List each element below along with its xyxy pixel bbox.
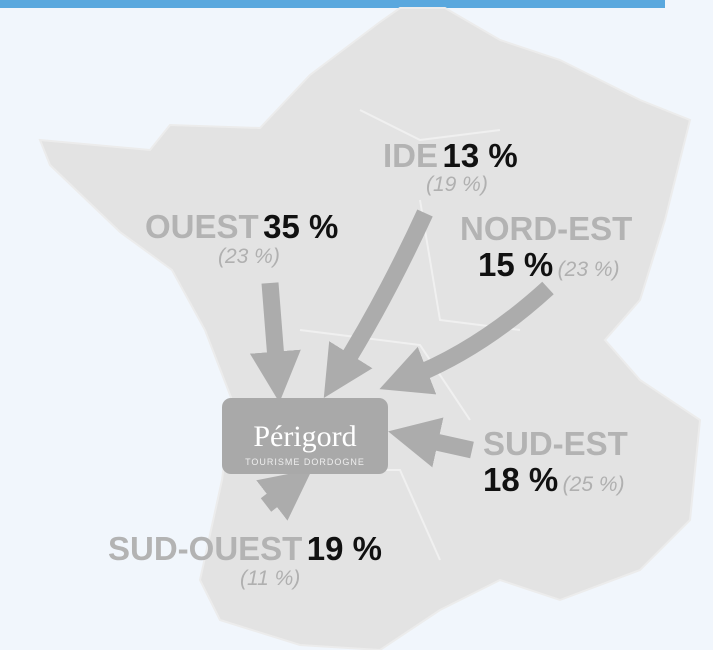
- region-previous: (23 %): [218, 245, 280, 268]
- logo-subtitle: TOURISME DORDOGNE: [245, 457, 365, 467]
- logo-title: Périgord: [253, 420, 356, 453]
- arrow-sud-ouest: [256, 469, 313, 521]
- region-name: NORD-EST: [460, 210, 632, 247]
- top-bar: [0, 0, 665, 8]
- region-name: SUD-OUEST: [108, 530, 302, 567]
- region-share: 19 %: [307, 530, 382, 567]
- region-label: 15 % (23 %): [478, 246, 620, 283]
- region-name: SUD-EST: [483, 425, 628, 462]
- region-label: OUEST 35 %: [145, 208, 338, 245]
- region-label: 18 % (25 %): [483, 461, 625, 498]
- arrow-sud-est: [388, 417, 474, 468]
- logo-box: [222, 398, 388, 474]
- region-share: 18 %: [483, 461, 558, 498]
- arrow-ouest: [249, 282, 301, 403]
- region-previous: (11 %): [240, 567, 300, 590]
- region-name: OUEST: [145, 208, 259, 245]
- region-name: IDE: [383, 137, 438, 174]
- arrow-nord-est: [379, 281, 554, 395]
- region-previous: (23 %): [558, 258, 620, 281]
- region-share: 15 %: [478, 246, 553, 283]
- region-share: 13 %: [442, 137, 517, 174]
- region-label: SUD-OUEST 19 %: [108, 530, 382, 567]
- region-borders: [230, 109, 521, 561]
- region-label: IDE 13 %: [383, 137, 518, 174]
- region-share: 35 %: [263, 208, 338, 245]
- region-previous: (25 %): [563, 473, 625, 496]
- arrow-ide: [323, 209, 433, 398]
- region-previous: (19 %): [426, 173, 488, 196]
